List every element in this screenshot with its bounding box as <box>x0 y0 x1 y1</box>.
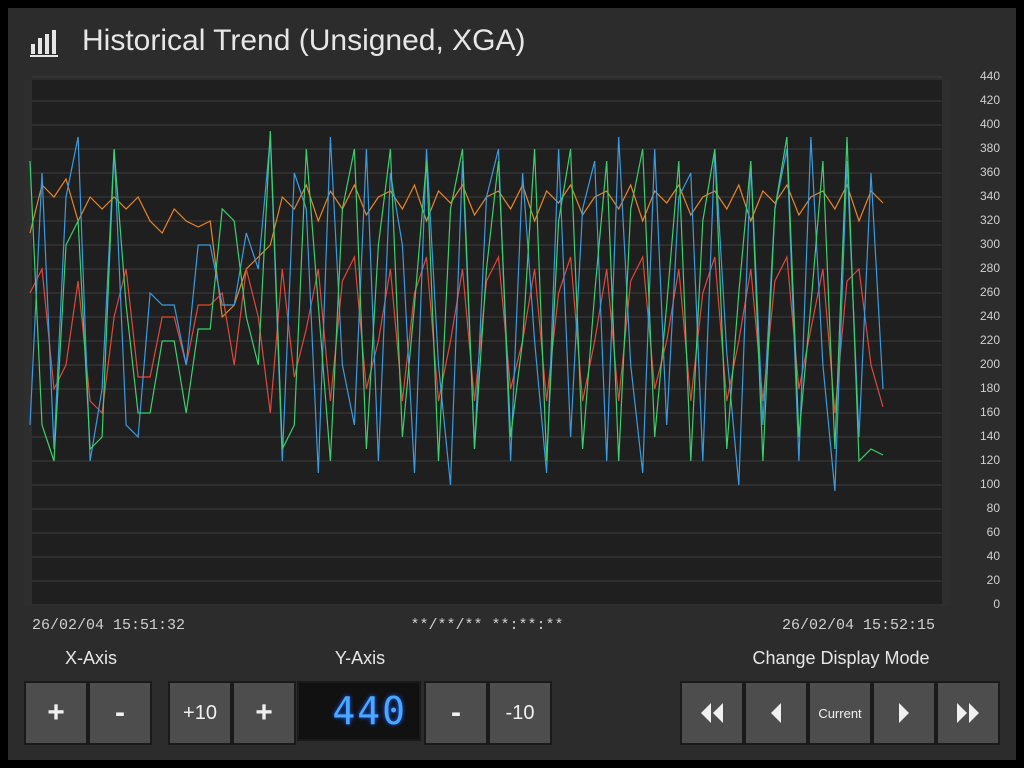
chart: 0 20 40 60 80 100 120 140 160 180 200 220 240 260 280 3… <box>24 30 1001 634</box>
y-tick-label: 200 <box>980 357 1000 371</box>
x-plus-button[interactable]: + <box>24 681 88 745</box>
y-tick-label: 420 <box>980 93 1000 107</box>
y-plus10-button[interactable]: +10 <box>168 681 232 745</box>
fast-forward-icon <box>957 703 979 723</box>
left-strip <box>24 80 32 606</box>
y-tick-label: 40 <box>987 549 1001 563</box>
y-tick-label: 340 <box>980 189 1000 203</box>
back-icon <box>771 703 781 723</box>
plot-area <box>24 80 950 606</box>
series-line <box>29 130 884 463</box>
y-tick-label: 160 <box>980 405 1000 419</box>
series-line <box>29 254 884 415</box>
y-tick-label: 320 <box>980 213 1000 227</box>
x-start-label: 26/02/04 15:51:32 <box>32 617 185 634</box>
title-icon <box>30 30 58 57</box>
right-strip <box>942 80 950 606</box>
y-tick-label: 240 <box>980 309 1000 323</box>
series-line <box>29 136 884 492</box>
x-end-label: 26/02/04 15:52:15 <box>782 617 935 634</box>
display-mode-label: Change Display Mode <box>752 648 930 668</box>
current-button[interactable]: Current <box>808 681 872 745</box>
y-max-value: 440 <box>332 689 407 733</box>
forward-button[interactable] <box>872 681 936 745</box>
title: Historical Trend (Unsigned, XGA) <box>82 24 526 57</box>
series-line <box>29 177 884 319</box>
fast-back-button[interactable] <box>680 681 744 745</box>
y-minus-button[interactable]: - <box>424 681 488 745</box>
y-tick-label: 360 <box>980 165 1000 179</box>
x-middle-label: **/**/** **:**:** <box>410 617 563 634</box>
y-tick-label: 140 <box>980 429 1000 443</box>
fast-back-icon <box>701 703 723 723</box>
y-plus-button[interactable]: + <box>232 681 296 745</box>
y-tick-label: 300 <box>980 237 1000 251</box>
y-tick-label: 120 <box>980 453 1000 467</box>
y-tick-label: 20 <box>987 573 1001 587</box>
y-tick-label: 100 <box>980 477 1000 491</box>
x-axis-label: X-Axis <box>64 648 118 668</box>
y-tick-label: 220 <box>980 333 1000 347</box>
y-tick-label: 280 <box>980 261 1000 275</box>
y-tick-label: 440 <box>980 69 1000 83</box>
y-tick-label: 80 <box>987 501 1001 515</box>
y-tick-label: 180 <box>980 381 1000 395</box>
y-axis-label: Y-Axis <box>334 648 386 668</box>
y-max-display: 440 <box>297 681 421 741</box>
back-button[interactable] <box>744 681 808 745</box>
y-tick-label: 60 <box>987 525 1001 539</box>
y-tick-label: 380 <box>980 141 1000 155</box>
forward-icon <box>899 703 909 723</box>
y-tick-label: 260 <box>980 285 1000 299</box>
x-minus-button[interactable]: - <box>88 681 152 745</box>
y-minus10-button[interactable]: -10 <box>488 681 552 745</box>
y-tick-label: 400 <box>980 117 1000 131</box>
fast-forward-button[interactable] <box>936 681 1000 745</box>
y-tick-label: 0 <box>993 597 1000 611</box>
